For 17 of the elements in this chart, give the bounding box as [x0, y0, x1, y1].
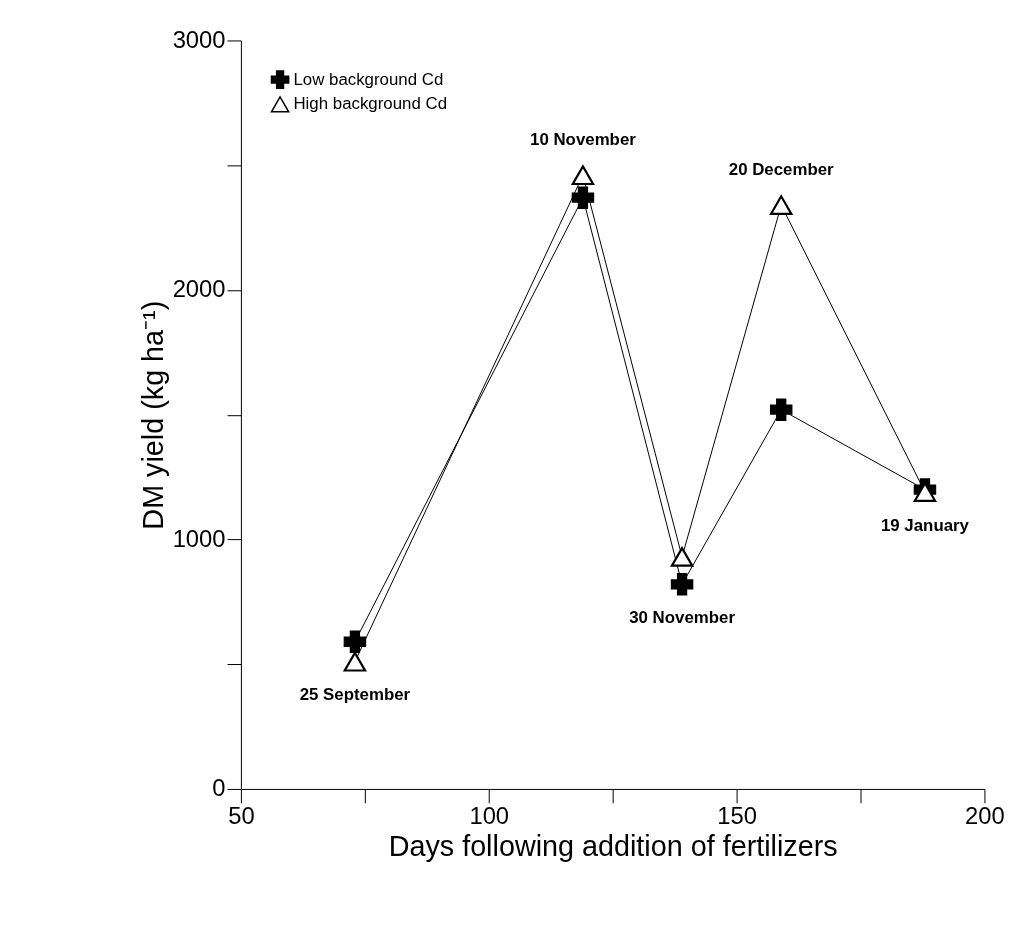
x-tick-label: 200: [965, 802, 1005, 830]
y-tick-label: 3000: [172, 25, 226, 53]
legend-label: High background Cd: [293, 94, 448, 114]
annotation: 25 September: [299, 685, 411, 705]
y-tick-label: 0: [212, 774, 226, 802]
x-tick-label: 100: [469, 802, 510, 830]
legend-label: Low background Cd: [293, 69, 444, 89]
x-tick-label: 150: [717, 802, 757, 830]
annotation: 20 December: [728, 160, 835, 180]
y-tick-label: 2000: [172, 275, 226, 303]
annotation: 10 November: [530, 130, 637, 150]
annotation: 19 January: [880, 515, 970, 535]
x-axis-title: Days following addition of fertilizers: [388, 829, 838, 862]
y-axis-title: DM yield (kg ha⁻¹): [136, 300, 169, 530]
y-tick-label: 1000: [172, 524, 226, 552]
x-tick-label: 50: [228, 802, 255, 830]
annotation: 30 November: [629, 608, 736, 628]
